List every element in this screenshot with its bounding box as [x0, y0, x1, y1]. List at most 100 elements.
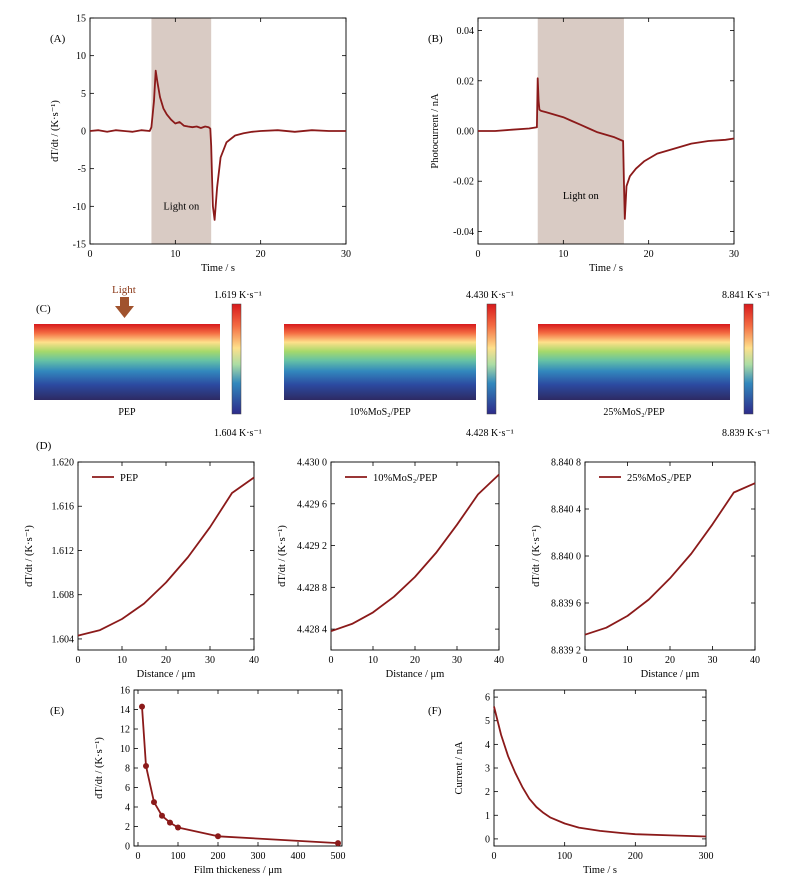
data-point [335, 840, 341, 847]
y-tick-label: 1.620 [52, 458, 75, 469]
x-tick-label: 20 [410, 655, 420, 666]
x-tick-label: 30 [205, 655, 215, 666]
y-tick-label: 0 [81, 127, 86, 138]
series-line [141, 706, 339, 844]
y-tick-label: 4.429 6 [297, 499, 327, 510]
y-tick-label: 1 [485, 811, 490, 822]
y-tick-label: 16 [120, 686, 130, 697]
y-tick-label: 0.00 [457, 127, 475, 138]
y-axis-label: dT/dt / (K·s⁻¹) [50, 100, 61, 162]
series-line [77, 476, 255, 637]
x-tick-label: 0 [136, 851, 141, 862]
x-tick-label: 0 [88, 249, 93, 260]
y-axis-label: Photocurrent / nA [430, 93, 441, 169]
y-tick-label: 5 [81, 89, 86, 100]
y-tick-label: 2 [125, 822, 130, 833]
series-line [478, 77, 735, 220]
light-on-shaded-region [151, 18, 212, 244]
x-tick-label: 20 [161, 655, 171, 666]
chart-3: 0 10 20 30 40 4.428 4 4.428 8 4.429 2 4.429 6 4.4… [277, 458, 504, 681]
x-tick-label: 40 [249, 655, 259, 666]
y-tick-label: 12 [120, 725, 130, 736]
x-tick-label: 10 [558, 249, 568, 260]
panel-label: (A) [50, 33, 66, 45]
x-tick-label: 200 [628, 851, 643, 862]
panel-c: (C) Light 1.619 K·s⁻¹ 1.604 K·s⁻¹ 4.430 … [34, 284, 770, 439]
y-tick-label: 8 [125, 764, 130, 775]
x-tick-label: 100 [557, 851, 572, 862]
y-tick-label: 1.616 [52, 502, 75, 513]
x-tick-label: 20 [665, 655, 675, 666]
y-axis-label: dT/dt / (K·s⁻¹) [531, 525, 542, 587]
y-tick-label: 8.839 2 [551, 646, 581, 657]
y-tick-label: 4.429 2 [297, 541, 327, 552]
x-tick-label: 0 [76, 655, 81, 666]
x-tick-label: 400 [291, 851, 306, 862]
x-tick-label: 40 [494, 655, 504, 666]
chart-6: 0 100 200 300 0 1 2 3 4 5 6 Time / s Current / nA (F) [428, 689, 714, 876]
y-tick-label: 10 [120, 744, 130, 755]
x-tick-label: 0 [329, 655, 334, 666]
x-tick-label: 200 [211, 851, 226, 862]
data-point [159, 812, 165, 819]
heatmap-25-mos2 [538, 324, 730, 400]
x-tick-label: 300 [251, 851, 266, 862]
y-axis-label: dT/dt / (K·s⁻¹) [24, 525, 35, 587]
y-tick-label: 0.02 [457, 76, 475, 87]
heatmap-10-mos2 [284, 324, 476, 400]
colorbar-10-mos2 [486, 303, 497, 415]
y-axis-label: dT/dt / (K·s⁻¹) [277, 525, 288, 587]
y-tick-label: -0.04 [453, 227, 474, 238]
legend-label: PEP [120, 473, 138, 484]
y-tick-label: 0 [125, 842, 130, 853]
series-line [89, 69, 346, 221]
x-tick-label: 10 [117, 655, 127, 666]
x-tick-label: 500 [331, 851, 346, 862]
colorbar-min-25-mos2: 8.839 K·s⁻¹ [722, 428, 770, 439]
light-on-annotation: Light on [163, 201, 200, 212]
y-tick-label: 4 [485, 740, 490, 751]
y-tick-label: 8.839 6 [551, 599, 581, 610]
colorbar-max-10-mos2: 4.430 K·s⁻¹ [466, 290, 514, 301]
colorbar-min-10-mos2: 4.428 K·s⁻¹ [466, 428, 514, 439]
film-name-25-mos2: 25%MoS₂/PEP [603, 407, 665, 418]
panel-c-label: (C) [36, 303, 51, 315]
chart-0: 0 10 20 30 -15 -10 -5 0 5 10 15 Time / s dT/dt / (K·… [50, 14, 351, 275]
light-on-shaded-region [537, 18, 624, 244]
y-axis-label: Current / nA [454, 741, 465, 794]
x-tick-label: 10 [623, 655, 633, 666]
legend-label: 25%MoS₂/PEP [627, 473, 692, 484]
panel-label: (B) [428, 33, 443, 45]
light-arrow-icon [115, 297, 134, 318]
x-tick-label: 20 [256, 249, 266, 260]
y-tick-label: 4 [125, 803, 130, 814]
colorbar-max-pep: 1.619 K·s⁻¹ [214, 290, 262, 301]
colorbar-min-pep: 1.604 K·s⁻¹ [214, 428, 262, 439]
y-tick-label: -5 [78, 164, 86, 175]
colorbar-pep [231, 303, 242, 415]
x-tick-label: 10 [170, 249, 180, 260]
heatmap-pep [34, 324, 220, 400]
x-tick-label: 0 [492, 851, 497, 862]
plot-frame [493, 689, 707, 847]
series-line [493, 706, 707, 838]
legend-label: 10%MoS₂/PEP [373, 473, 438, 484]
y-tick-label: 5 [485, 716, 490, 727]
colorbar-max-25-mos2: 8.841 K·s⁻¹ [722, 290, 770, 301]
y-tick-label: 4.428 8 [297, 583, 327, 594]
x-tick-label: 30 [708, 655, 718, 666]
y-tick-label: 6 [485, 693, 490, 704]
plot-frame [133, 689, 343, 847]
panel-label: (F) [428, 705, 442, 717]
chart-5: 0 100 200 300 400 500 0 2 4 6 8 10 12 14 16 Film thicke… [50, 686, 346, 877]
x-tick-label: 30 [452, 655, 462, 666]
data-point [167, 819, 173, 826]
data-point [215, 833, 221, 840]
y-tick-label: 2 [485, 787, 490, 798]
light-label: Light [112, 284, 136, 296]
y-tick-label: -10 [73, 202, 86, 213]
x-axis-label: Film thickeness / μm [194, 865, 282, 876]
chart-2: 0 10 20 30 40 1.604 1.608 1.612 1.616 1.620 Distan… [24, 458, 259, 681]
data-point [139, 703, 145, 710]
